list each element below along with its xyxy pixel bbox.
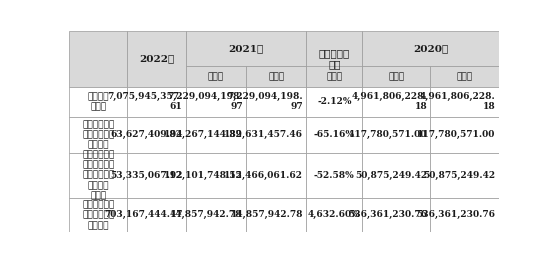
Text: 归属于上市公
司股东的净利
润（元）: 归属于上市公 司股东的净利 润（元） (82, 120, 115, 150)
Text: 536,361,230.76: 536,361,230.76 (348, 210, 427, 220)
Bar (127, 198, 186, 232)
Text: -52.58%: -52.58% (314, 171, 355, 180)
Text: 703,167,444.47: 703,167,444.47 (104, 210, 182, 220)
Text: -2.12%: -2.12% (317, 97, 352, 106)
Bar (69, 153, 127, 198)
Text: 14,857,942.78: 14,857,942.78 (231, 210, 303, 220)
Bar (362, 66, 430, 87)
Text: 4,961,806,228.
18: 4,961,806,228. 18 (420, 92, 495, 111)
Bar (69, 87, 127, 117)
Bar (127, 31, 186, 87)
Bar (362, 31, 499, 66)
Text: 7,075,945,357.
61: 7,075,945,357. 61 (107, 92, 182, 111)
Text: -65.16%: -65.16% (314, 130, 355, 139)
Bar (69, 117, 127, 153)
Text: 50,875,249.42: 50,875,249.42 (355, 171, 427, 180)
Text: 53,335,067.92: 53,335,067.92 (110, 171, 182, 180)
Bar (127, 87, 186, 117)
Text: 7,229,094,198.
97: 7,229,094,198. 97 (167, 92, 243, 111)
Text: 归属于上市公
司股东的扣除
非经常性损益
的净利润
（元）: 归属于上市公 司股东的扣除 非经常性损益 的净利润 （元） (82, 150, 115, 201)
Bar (127, 117, 186, 153)
Bar (430, 117, 499, 153)
Text: 调整后: 调整后 (268, 72, 284, 81)
Bar (306, 198, 362, 232)
Text: 本年比上年
增减: 本年比上年 增减 (319, 49, 350, 69)
Bar (430, 198, 499, 232)
Text: 14,857,942.78: 14,857,942.78 (170, 210, 243, 220)
Text: 2020年: 2020年 (413, 44, 448, 53)
Bar (306, 87, 362, 117)
Text: 4,961,806,228.
18: 4,961,806,228. 18 (352, 92, 427, 111)
Bar (246, 87, 306, 117)
Bar (186, 198, 246, 232)
Text: 调整后: 调整后 (456, 72, 473, 81)
Bar (186, 87, 246, 117)
Bar (362, 87, 430, 117)
Text: 536,361,230.76: 536,361,230.76 (417, 210, 495, 220)
Text: 调整前: 调整前 (388, 72, 404, 81)
Text: 50,875,249.42: 50,875,249.42 (423, 171, 495, 180)
Bar (362, 198, 430, 232)
Text: 63,627,409.94: 63,627,409.94 (110, 130, 182, 139)
Text: 117,780,571.00: 117,780,571.00 (417, 130, 495, 139)
Text: 经营活动产生
的现金流量净
额（元）: 经营活动产生 的现金流量净 额（元） (82, 200, 115, 230)
Bar (246, 117, 306, 153)
Bar (246, 153, 306, 198)
Bar (362, 153, 430, 198)
Bar (430, 87, 499, 117)
Text: 112,101,748.55: 112,101,748.55 (164, 171, 243, 180)
Bar (186, 66, 246, 87)
Text: 182,631,457.46: 182,631,457.46 (224, 130, 303, 139)
Bar (246, 198, 306, 232)
Bar (186, 153, 246, 198)
Text: 117,780,571.00: 117,780,571.00 (349, 130, 427, 139)
Bar (306, 31, 362, 87)
Text: 2022年: 2022年 (139, 55, 174, 63)
Bar (127, 153, 186, 198)
Text: 4,632.60%: 4,632.60% (308, 210, 361, 220)
Text: 7,229,094,198.
97: 7,229,094,198. 97 (228, 92, 303, 111)
Text: 营业收入
（元）: 营业收入 （元） (88, 92, 109, 111)
Bar (69, 198, 127, 232)
Bar (186, 117, 246, 153)
Bar (306, 117, 362, 153)
Bar (430, 153, 499, 198)
Bar (362, 117, 430, 153)
Text: 调整后: 调整后 (326, 72, 342, 81)
Bar (306, 153, 362, 198)
Bar (186, 31, 306, 66)
Text: 182,267,144.39: 182,267,144.39 (164, 130, 243, 139)
Bar (69, 31, 127, 87)
Bar (306, 66, 362, 87)
Bar (430, 66, 499, 87)
Text: 调整前: 调整前 (208, 72, 224, 81)
Text: 2021年: 2021年 (228, 44, 264, 53)
Bar (246, 66, 306, 87)
Text: 112,466,061.62: 112,466,061.62 (224, 171, 303, 180)
